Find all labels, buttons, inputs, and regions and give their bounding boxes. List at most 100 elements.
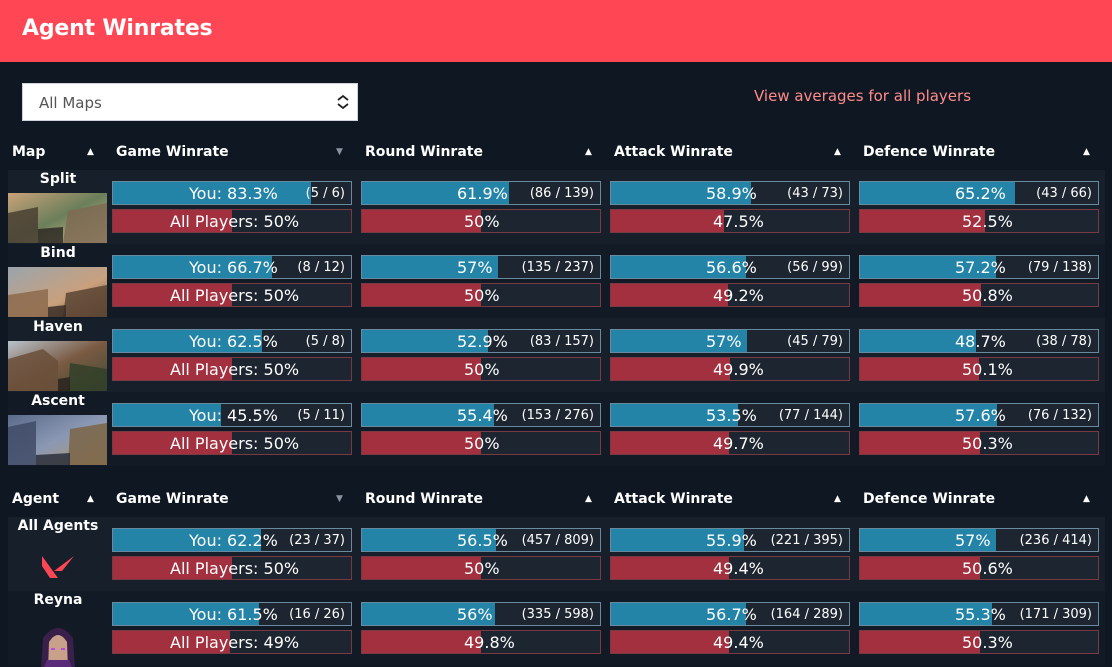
you-winrate-bar-attack-text: 57% [706, 332, 742, 351]
you-winrate-bar-attack-fill [611, 404, 739, 426]
you-winrate-bar-round-text: 61.9% [457, 184, 508, 203]
you-winrate-bar-attack-count: (43 / 73) [787, 186, 843, 201]
all-players-winrate-bar-attack: 49.2% [610, 283, 850, 307]
column-header-map_table-0[interactable]: Map ▲ [12, 144, 108, 170]
all-players-winrate-bar-game-fill [113, 557, 232, 579]
reyna-portrait [33, 618, 83, 667]
map-name: Ascent [31, 393, 85, 409]
all-players-winrate-bar-round: 50% [361, 556, 601, 580]
view-averages-link[interactable]: View averages for all players [754, 87, 972, 105]
you-winrate-bar-attack-count: (56 / 99) [787, 260, 843, 275]
sort-up-icon[interactable]: ▲ [87, 147, 94, 157]
all-players-winrate-bar-defence-text: 50.3% [962, 434, 1013, 453]
you-winrate-bar-game: You: 62.5% (5 / 8) [112, 329, 352, 353]
all-players-winrate-bar-defence-fill [860, 432, 980, 454]
all-players-winrate-bar-attack: 49.7% [610, 431, 850, 455]
all-players-winrate-bar-defence: 52.5% [859, 209, 1099, 233]
agent-name: All Agents [17, 518, 99, 534]
all-players-winrate-bar-game-fill [113, 284, 232, 306]
you-winrate-bar-defence-count: (43 / 66) [1036, 186, 1092, 201]
you-winrate-bar-round-count: (86 / 139) [529, 186, 594, 201]
you-winrate-bar-attack: 58.9% (43 / 73) [610, 181, 850, 205]
all-players-winrate-bar-defence-fill [860, 358, 980, 380]
sort-down-icon[interactable]: ▼ [336, 147, 343, 157]
you-winrate-bar-game-text: You: 62.5% [189, 332, 278, 351]
all-players-winrate-bar-attack: 47.5% [610, 209, 850, 233]
column-header-agent_table-2[interactable]: Round Winrate ▲ [365, 491, 605, 517]
you-winrate-bar-game-count: (8 / 12) [297, 260, 345, 275]
all-players-winrate-bar-game-text: All Players: 50% [170, 212, 300, 231]
column-header-agent_table-1[interactable]: Game Winrate ▼ [116, 491, 356, 517]
all-players-winrate-bar-attack-fill [611, 358, 730, 380]
you-winrate-bar-game-count: (16 / 26) [289, 607, 345, 622]
all-players-winrate-bar-round-fill [362, 631, 481, 653]
sort-up-icon[interactable]: ▲ [834, 494, 841, 504]
all-players-winrate-bar-game: All Players: 50% [112, 209, 352, 233]
column-header-map_table-1[interactable]: Game Winrate ▼ [116, 144, 356, 170]
column-header-label: Agent [12, 491, 60, 507]
column-header-map_table-4[interactable]: Defence Winrate ▲ [863, 144, 1103, 170]
you-winrate-bar-round-count: (135 / 237) [521, 260, 594, 275]
sort-up-icon[interactable]: ▲ [585, 147, 592, 157]
sort-down-icon[interactable]: ▼ [336, 494, 343, 504]
all-players-winrate-bar-defence-text: 50.3% [962, 633, 1013, 652]
you-winrate-bar-game-text: You: 62.2% [189, 531, 278, 550]
sort-up-icon[interactable]: ▲ [87, 494, 94, 504]
all-players-winrate-bar-defence-text: 52.5% [962, 212, 1013, 231]
sort-up-icon[interactable]: ▲ [1083, 494, 1090, 504]
all-players-winrate-bar-round-fill [362, 432, 481, 454]
all-players-winrate-bar-round-fill [362, 557, 481, 579]
you-winrate-bar-game-fill [113, 256, 272, 278]
you-winrate-bar-round-count: (457 / 809) [521, 533, 594, 548]
map-name: Split [39, 171, 77, 187]
sort-up-icon[interactable]: ▲ [834, 147, 841, 157]
page-title: Agent Winrates [22, 16, 213, 41]
map-filter-value: All Maps [39, 94, 102, 112]
you-winrate-bar-round-count: (335 / 598) [521, 607, 594, 622]
you-winrate-bar-game-fill [113, 404, 222, 426]
agent-name: Reyna [33, 592, 83, 608]
you-winrate-bar-defence-count: (171 / 309) [1019, 607, 1092, 622]
you-winrate-bar-defence-fill [860, 404, 998, 426]
all-players-winrate-bar-game: All Players: 50% [112, 556, 352, 580]
you-winrate-bar-game-text: You: 83.3% [189, 184, 278, 203]
all-players-winrate-bar-round-text: 49.8% [464, 633, 515, 652]
you-winrate-bar-defence: 57.2% (79 / 138) [859, 255, 1099, 279]
you-winrate-bar-round-fill [362, 330, 488, 352]
sort-up-icon[interactable]: ▲ [1083, 147, 1090, 157]
column-header-label: Map [12, 144, 46, 160]
all-players-winrate-bar-attack-text: 49.7% [713, 434, 764, 453]
all-players-winrate-bar-attack-text: 49.2% [713, 286, 764, 305]
all-players-winrate-bar-attack: 49.9% [610, 357, 850, 381]
you-winrate-bar-attack-count: (164 / 289) [770, 607, 843, 622]
all-players-winrate-bar-attack-text: 49.9% [713, 360, 764, 379]
all-players-winrate-bar-attack: 49.4% [610, 556, 850, 580]
you-winrate-bar-game-text: You: 66.7% [189, 258, 278, 277]
you-winrate-bar-attack-fill [611, 182, 752, 204]
you-winrate-bar-attack-text: 58.9% [706, 184, 757, 203]
all-players-winrate-bar-defence-text: 50.1% [962, 360, 1013, 379]
you-winrate-bar-defence: 57.6% (76 / 132) [859, 403, 1099, 427]
all-players-winrate-bar-attack-fill [611, 557, 729, 579]
column-header-map_table-3[interactable]: Attack Winrate ▲ [614, 144, 854, 170]
column-header-agent_table-0[interactable]: Agent ▲ [12, 491, 108, 517]
map-filter-select[interactable]: All Maps [22, 83, 358, 121]
column-header-map_table-2[interactable]: Round Winrate ▲ [365, 144, 605, 170]
you-winrate-bar-round-text: 55.4% [457, 406, 508, 425]
you-winrate-bar-defence: 55.3% (171 / 309) [859, 602, 1099, 626]
you-winrate-bar-defence-count: (79 / 138) [1027, 260, 1092, 275]
you-winrate-bar-round: 52.9% (83 / 157) [361, 329, 601, 353]
all-players-winrate-bar-round: 50% [361, 357, 601, 381]
all-players-winrate-bar-game-fill [113, 358, 232, 380]
sort-up-icon[interactable]: ▲ [585, 494, 592, 504]
you-winrate-bar-round-fill [362, 256, 498, 278]
you-winrate-bar-defence: 48.7% (38 / 78) [859, 329, 1099, 353]
all-players-winrate-bar-defence: 50.8% [859, 283, 1099, 307]
column-header-agent_table-3[interactable]: Attack Winrate ▲ [614, 491, 854, 517]
all-players-winrate-bar-game: All Players: 50% [112, 431, 352, 455]
you-winrate-bar-game-fill [113, 182, 312, 204]
you-winrate-bar-game-text: You: 45.5% [189, 406, 278, 425]
all-players-winrate-bar-game-text: All Players: 50% [170, 360, 300, 379]
column-header-agent_table-4[interactable]: Defence Winrate ▲ [863, 491, 1103, 517]
you-winrate-bar-defence-text: 57.6% [955, 406, 1006, 425]
